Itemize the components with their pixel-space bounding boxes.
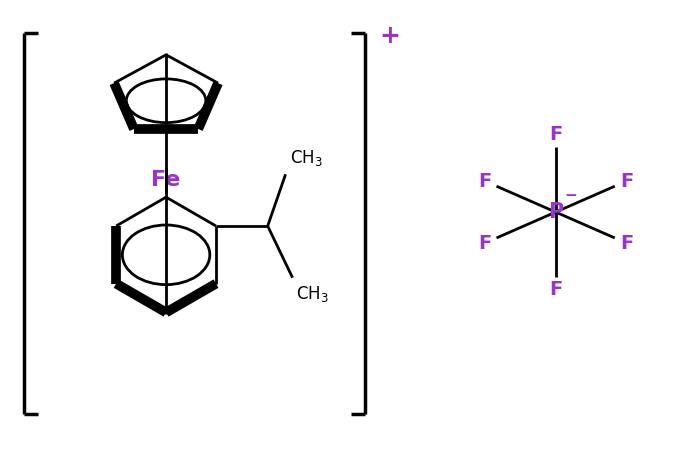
Text: −: − [564, 188, 577, 203]
Text: F: F [549, 280, 562, 299]
Text: CH$_3$: CH$_3$ [296, 284, 329, 304]
Text: F: F [478, 234, 492, 252]
Text: F: F [478, 171, 492, 190]
Text: Fe: Fe [152, 170, 181, 190]
Text: F: F [549, 125, 562, 144]
Text: CH$_3$: CH$_3$ [290, 148, 322, 168]
Text: P: P [548, 202, 563, 222]
Text: F: F [620, 234, 633, 252]
Text: F: F [620, 171, 633, 190]
Text: +: + [379, 24, 401, 48]
